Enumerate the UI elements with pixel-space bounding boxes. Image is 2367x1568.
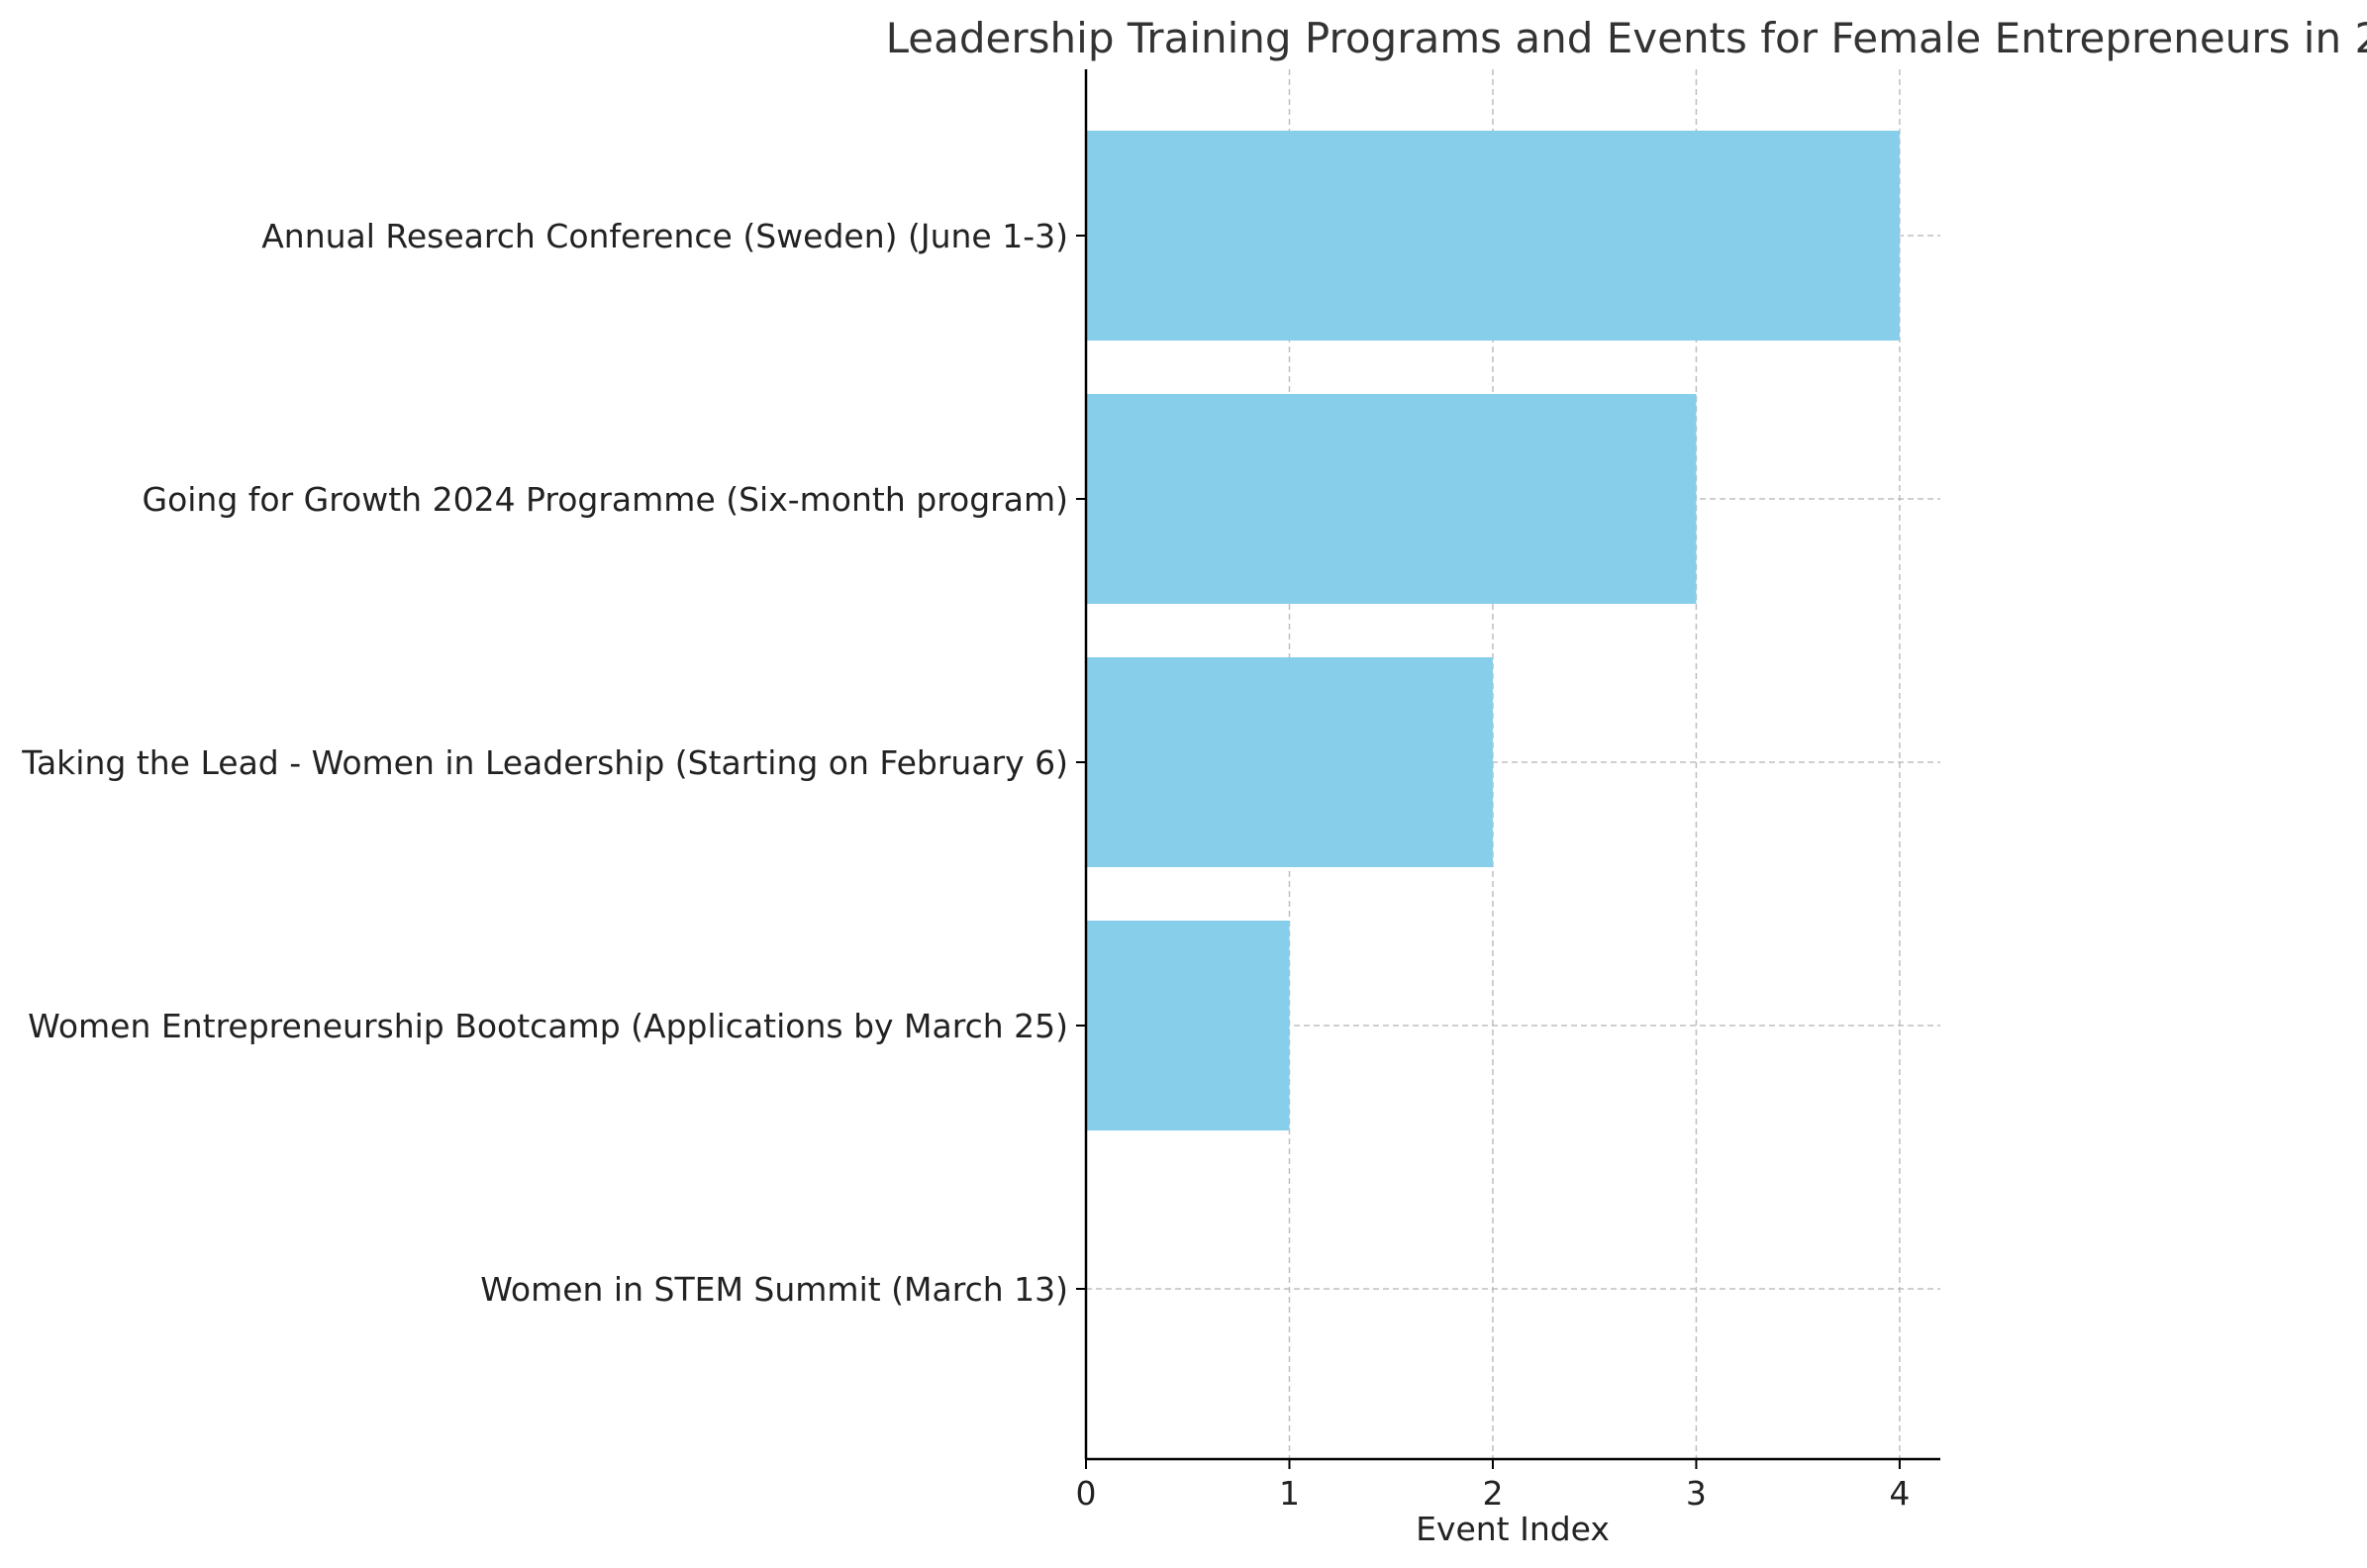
- y-tick-label: Going for Growth 2024 Programme (Six-mon…: [143, 480, 1069, 519]
- x-tick-label: 0: [1076, 1474, 1097, 1513]
- y-tick-label: Annual Research Conference (Sweden) (Jun…: [261, 217, 1068, 255]
- x-tick-label: 4: [1889, 1474, 1910, 1513]
- x-axis-label: Event Index: [1416, 1510, 1610, 1548]
- y-tick-label: Women in STEM Summit (March 13): [480, 1270, 1068, 1309]
- bars: [1086, 131, 1900, 1130]
- bar: [1086, 921, 1290, 1130]
- chart-title: Leadership Training Programs and Events …: [886, 14, 2367, 62]
- y-tick-label: Women Entrepreneurship Bootcamp (Applica…: [28, 1007, 1068, 1045]
- y-tick-labels: Women in STEM Summit (March 13) Women Ent…: [21, 217, 1086, 1309]
- x-tick-label: 1: [1279, 1474, 1300, 1513]
- bar: [1086, 657, 1493, 867]
- axes: [1084, 69, 1940, 1461]
- x-tick-label: 3: [1686, 1474, 1707, 1513]
- bar: [1086, 394, 1697, 604]
- x-tick-label: 2: [1482, 1474, 1503, 1513]
- x-tick-labels: 0 1 2 3 4: [1076, 1459, 1910, 1513]
- y-tick-label: Taking the Lead - Women in Leadership (S…: [21, 743, 1068, 782]
- bar: [1086, 131, 1900, 341]
